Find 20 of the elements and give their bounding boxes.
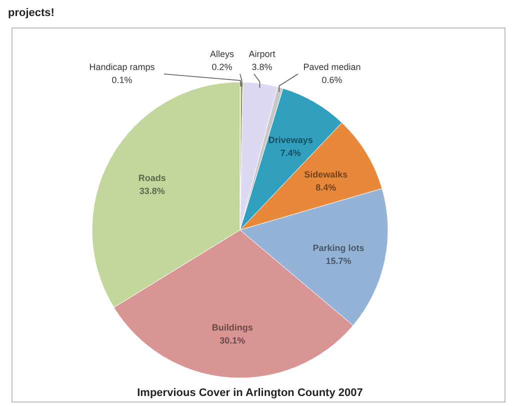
text: Impervious Cover in Arlington County 2007 (137, 387, 363, 399)
slice-label: Paved median (303, 62, 361, 72)
data-label: 0.1% (112, 75, 132, 85)
data-label: 7.4% (280, 148, 301, 158)
slice-label: Driveways (268, 135, 313, 146)
slice-label: Sidewalks (304, 170, 348, 180)
slice-label: Airport (248, 49, 276, 59)
data-label: 33.8% (139, 186, 165, 196)
slice-label: Roads (138, 172, 166, 183)
text: projects! (8, 7, 54, 19)
data-label: 0.6% (322, 75, 342, 85)
data-label: 30.1% (220, 335, 246, 346)
slice-label: Handicap ramps (89, 62, 156, 72)
data-label: 0.2% (212, 62, 232, 72)
data-label: 3.8% (252, 62, 272, 72)
data-label: 15.7% (326, 256, 352, 266)
slice-label: Alleys (210, 49, 234, 59)
data-label: 8.4% (316, 182, 336, 193)
slice-label: Buildings (212, 322, 253, 332)
slice-label: Parking lots (312, 242, 364, 253)
